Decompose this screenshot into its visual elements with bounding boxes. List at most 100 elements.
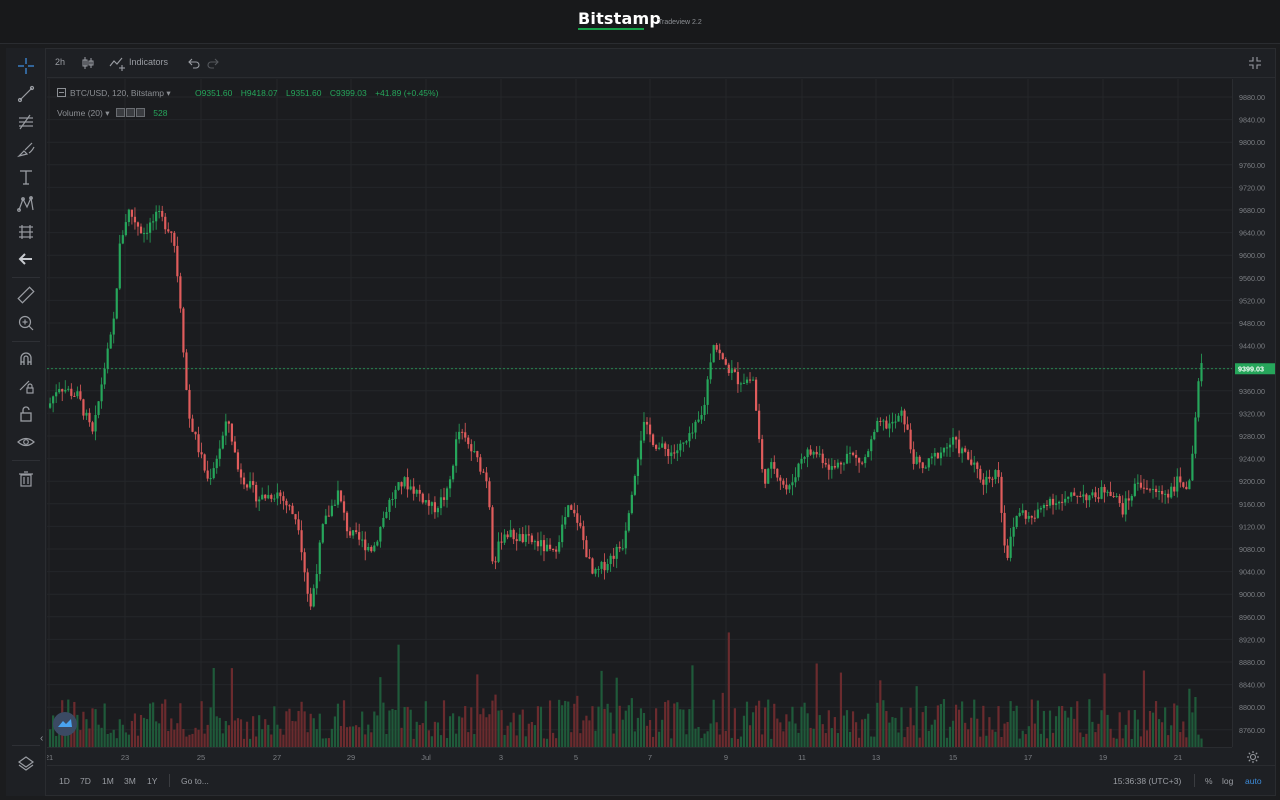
interval-button[interactable]: 2h — [55, 57, 66, 67]
fullscreen-icon[interactable] — [1247, 55, 1263, 71]
tradingview-logo[interactable] — [53, 712, 77, 736]
candle-body — [912, 449, 915, 464]
eye-icon[interactable] — [16, 432, 36, 452]
volume-bar — [291, 720, 294, 747]
candle-body — [176, 245, 179, 277]
range-7d-button[interactable]: 7D — [80, 776, 91, 786]
candle-body — [467, 437, 470, 445]
volume-bar — [1142, 670, 1146, 747]
volume-bar — [809, 727, 812, 747]
magnet-icon[interactable] — [16, 349, 36, 369]
auto-toggle[interactable]: auto — [1245, 776, 1262, 786]
zoom-in-icon[interactable] — [16, 313, 36, 333]
volume-bar — [1188, 688, 1191, 747]
candle-body — [364, 539, 367, 551]
pattern-icon[interactable] — [16, 194, 36, 214]
time-axis[interactable]: 21 23 25 27 29 Jul 3 5 7 9 11 13 15 17 19 21 — [47, 748, 1232, 765]
price-axis[interactable]: 9880.00 9840.00 9800.00 9760.00 9720.00 9680.… — [1233, 79, 1276, 747]
candle-body — [503, 534, 506, 543]
volume-bar — [130, 720, 134, 747]
bottom-divider — [1194, 774, 1195, 787]
ruler-icon[interactable] — [16, 285, 36, 305]
volume-bar — [376, 715, 379, 747]
candle-body — [224, 421, 227, 436]
bottom-divider — [169, 774, 170, 787]
indicators-icon[interactable] — [109, 55, 127, 71]
volume-bar — [515, 735, 518, 747]
volume-bar — [967, 729, 970, 747]
gear-icon[interactable] — [1246, 750, 1260, 764]
candle-body — [1000, 476, 1003, 513]
volume-label[interactable]: Volume (20) — [57, 108, 103, 118]
candle-body — [348, 531, 352, 536]
candle-body — [830, 466, 833, 470]
legend-collapse-icon[interactable] — [57, 88, 66, 97]
price-tick-label: 8880.00 — [1239, 658, 1265, 667]
price-scale[interactable]: 9880.00 9840.00 9800.00 9760.00 9720.00 9680.… — [1232, 79, 1275, 747]
percent-toggle[interactable]: % — [1205, 776, 1213, 786]
volume-bar — [1033, 723, 1036, 747]
volume-bar — [700, 738, 703, 747]
candle-body — [300, 530, 303, 553]
price-tick-label: 9680.00 — [1239, 206, 1265, 215]
log-toggle[interactable]: log — [1222, 776, 1234, 786]
symbol-dropdown-icon[interactable]: ▾ — [166, 88, 171, 98]
volume-bar — [555, 738, 558, 747]
range-3m-button[interactable]: 3M — [124, 776, 136, 786]
candle-body — [385, 511, 388, 518]
brush-icon[interactable] — [16, 139, 36, 159]
candle-body — [936, 453, 939, 459]
candle-body — [361, 539, 364, 541]
candle-body — [894, 421, 897, 423]
time-tick-label: 21 — [1174, 753, 1182, 762]
volume-bar — [630, 698, 633, 747]
goto-button[interactable]: Go to... — [181, 776, 209, 786]
symbol-label[interactable]: BTC/USD, 120, Bitstamp — [70, 88, 165, 98]
settings-icon[interactable] — [115, 108, 125, 117]
trash-icon[interactable] — [16, 469, 36, 489]
toolbar-divider — [12, 277, 40, 278]
volume-bar — [409, 709, 412, 747]
candle-body — [282, 496, 285, 501]
candle-body — [594, 569, 597, 574]
candle-body — [49, 403, 52, 408]
candle-style-icon[interactable] — [81, 55, 95, 71]
candle-body — [845, 453, 849, 464]
trend-line-icon[interactable] — [16, 84, 36, 104]
layers-icon[interactable] — [16, 754, 36, 774]
volume-bar — [770, 738, 773, 747]
crosshair-icon[interactable] — [16, 56, 36, 76]
candle-body — [76, 391, 79, 397]
brand-logo[interactable]: Bitstamp — [578, 9, 662, 28]
fib-tools-icon[interactable] — [16, 112, 36, 132]
indicators-button[interactable]: Indicators — [129, 57, 169, 67]
volume-dropdown-icon[interactable]: ▾ — [105, 108, 110, 118]
close-icon[interactable] — [135, 108, 145, 117]
candle-body — [515, 539, 518, 542]
volume-bar — [200, 701, 203, 747]
volume-bar — [548, 700, 552, 747]
time-scale[interactable]: 21 23 25 27 29 Jul 3 5 7 9 11 13 15 17 19 21 — [47, 747, 1232, 764]
chart-pane[interactable] — [47, 79, 1232, 747]
undo-icon[interactable] — [186, 56, 200, 70]
text-icon[interactable] — [16, 167, 36, 187]
source-icon[interactable] — [125, 108, 135, 117]
volume-bar — [276, 724, 279, 747]
candle-body — [1042, 504, 1046, 509]
range-1d-button[interactable]: 1D — [59, 776, 70, 786]
candle-body — [879, 420, 882, 422]
lock-drawing-icon[interactable] — [16, 376, 36, 396]
chevron-left-icon[interactable]: ‹ — [40, 733, 44, 744]
volume-bar — [782, 731, 785, 747]
candle-body — [133, 216, 137, 223]
lock-icon[interactable] — [16, 404, 36, 424]
back-arrow-icon[interactable] — [16, 249, 36, 269]
price-chart[interactable] — [47, 79, 1232, 747]
candle-body — [100, 384, 103, 402]
range-1m-button[interactable]: 1M — [102, 776, 114, 786]
volume-bar — [261, 729, 264, 747]
range-1y-button[interactable]: 1Y — [147, 776, 158, 786]
redo-icon[interactable] — [207, 56, 221, 70]
prediction-icon[interactable] — [16, 222, 36, 242]
candle-body — [112, 318, 115, 335]
